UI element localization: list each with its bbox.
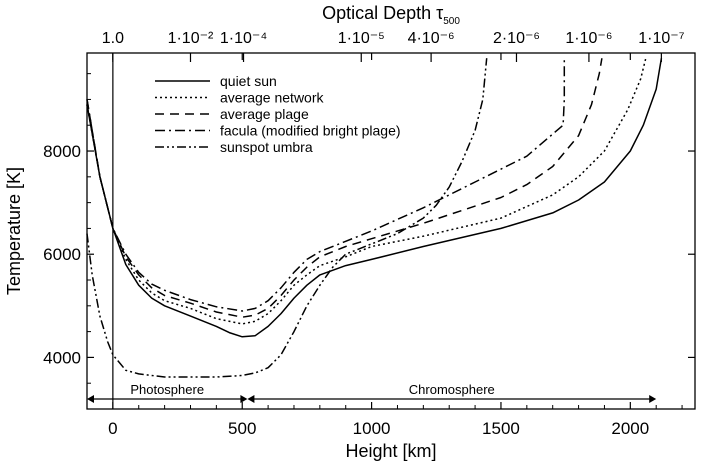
legend-label: average plage <box>220 106 309 122</box>
series-line-4 <box>86 58 488 378</box>
legend-label: sunspot umbra <box>220 139 313 155</box>
series-line-1 <box>86 58 647 325</box>
series-layer <box>86 58 663 378</box>
region-arrowhead-left <box>87 395 94 403</box>
x-axis-title: Height [km] <box>345 441 436 461</box>
top-tick-label: 1·10⁻² <box>168 30 214 47</box>
y-tick-label: 4000 <box>43 348 81 367</box>
top-axis-title-main: Optical Depth τ <box>322 3 443 23</box>
legend-label: quiet sun <box>220 73 277 89</box>
series-line-0 <box>86 58 663 338</box>
region-label: Chromosphere <box>409 382 495 397</box>
x-tick-label: 1000 <box>353 419 391 438</box>
regions-layer: Photosphere Chromosphere <box>87 382 657 403</box>
axis-ticks: 0 500 1000 1500 2000 4000 6000 8000 1.0 1·10⁻² 1·1… <box>43 30 695 438</box>
top-tick-label: 2·10⁻⁶ <box>493 30 540 47</box>
top-tick-label: 1·10⁻⁴ <box>220 30 267 47</box>
y-tick-label: 8000 <box>43 142 81 161</box>
y-tick-label: 6000 <box>43 245 81 264</box>
x-tick-label: 500 <box>228 419 256 438</box>
region-arrowhead-left <box>247 395 255 403</box>
x-tick-label: 2000 <box>611 419 649 438</box>
top-tick-label: 1.0 <box>102 30 124 47</box>
region-label: Photosphere <box>130 382 204 397</box>
series-line-3 <box>86 58 566 312</box>
x-tick-label: 1500 <box>482 419 520 438</box>
top-axis-title-subscript: 500 <box>443 16 460 27</box>
y-axis-title: Temperature [K] <box>4 167 24 295</box>
top-axis-title: Optical Depth τ500 <box>322 3 460 27</box>
legend-label: average network <box>220 90 325 106</box>
legend-label: facula (modified bright plage) <box>220 123 401 139</box>
series-line-2 <box>86 58 603 318</box>
plot-frame <box>86 52 696 410</box>
plot-area <box>86 52 696 410</box>
region-arrowhead-right <box>649 395 657 403</box>
x-tick-label: 0 <box>108 419 117 438</box>
region-arrowhead-right <box>240 395 248 403</box>
top-tick-label: 1·10⁻⁶ <box>565 30 612 47</box>
top-tick-label: 1·10⁻⁵ <box>338 30 385 47</box>
top-tick-label: 1·10⁻⁷ <box>638 30 684 47</box>
top-tick-label: 4·10⁻⁶ <box>408 30 455 47</box>
